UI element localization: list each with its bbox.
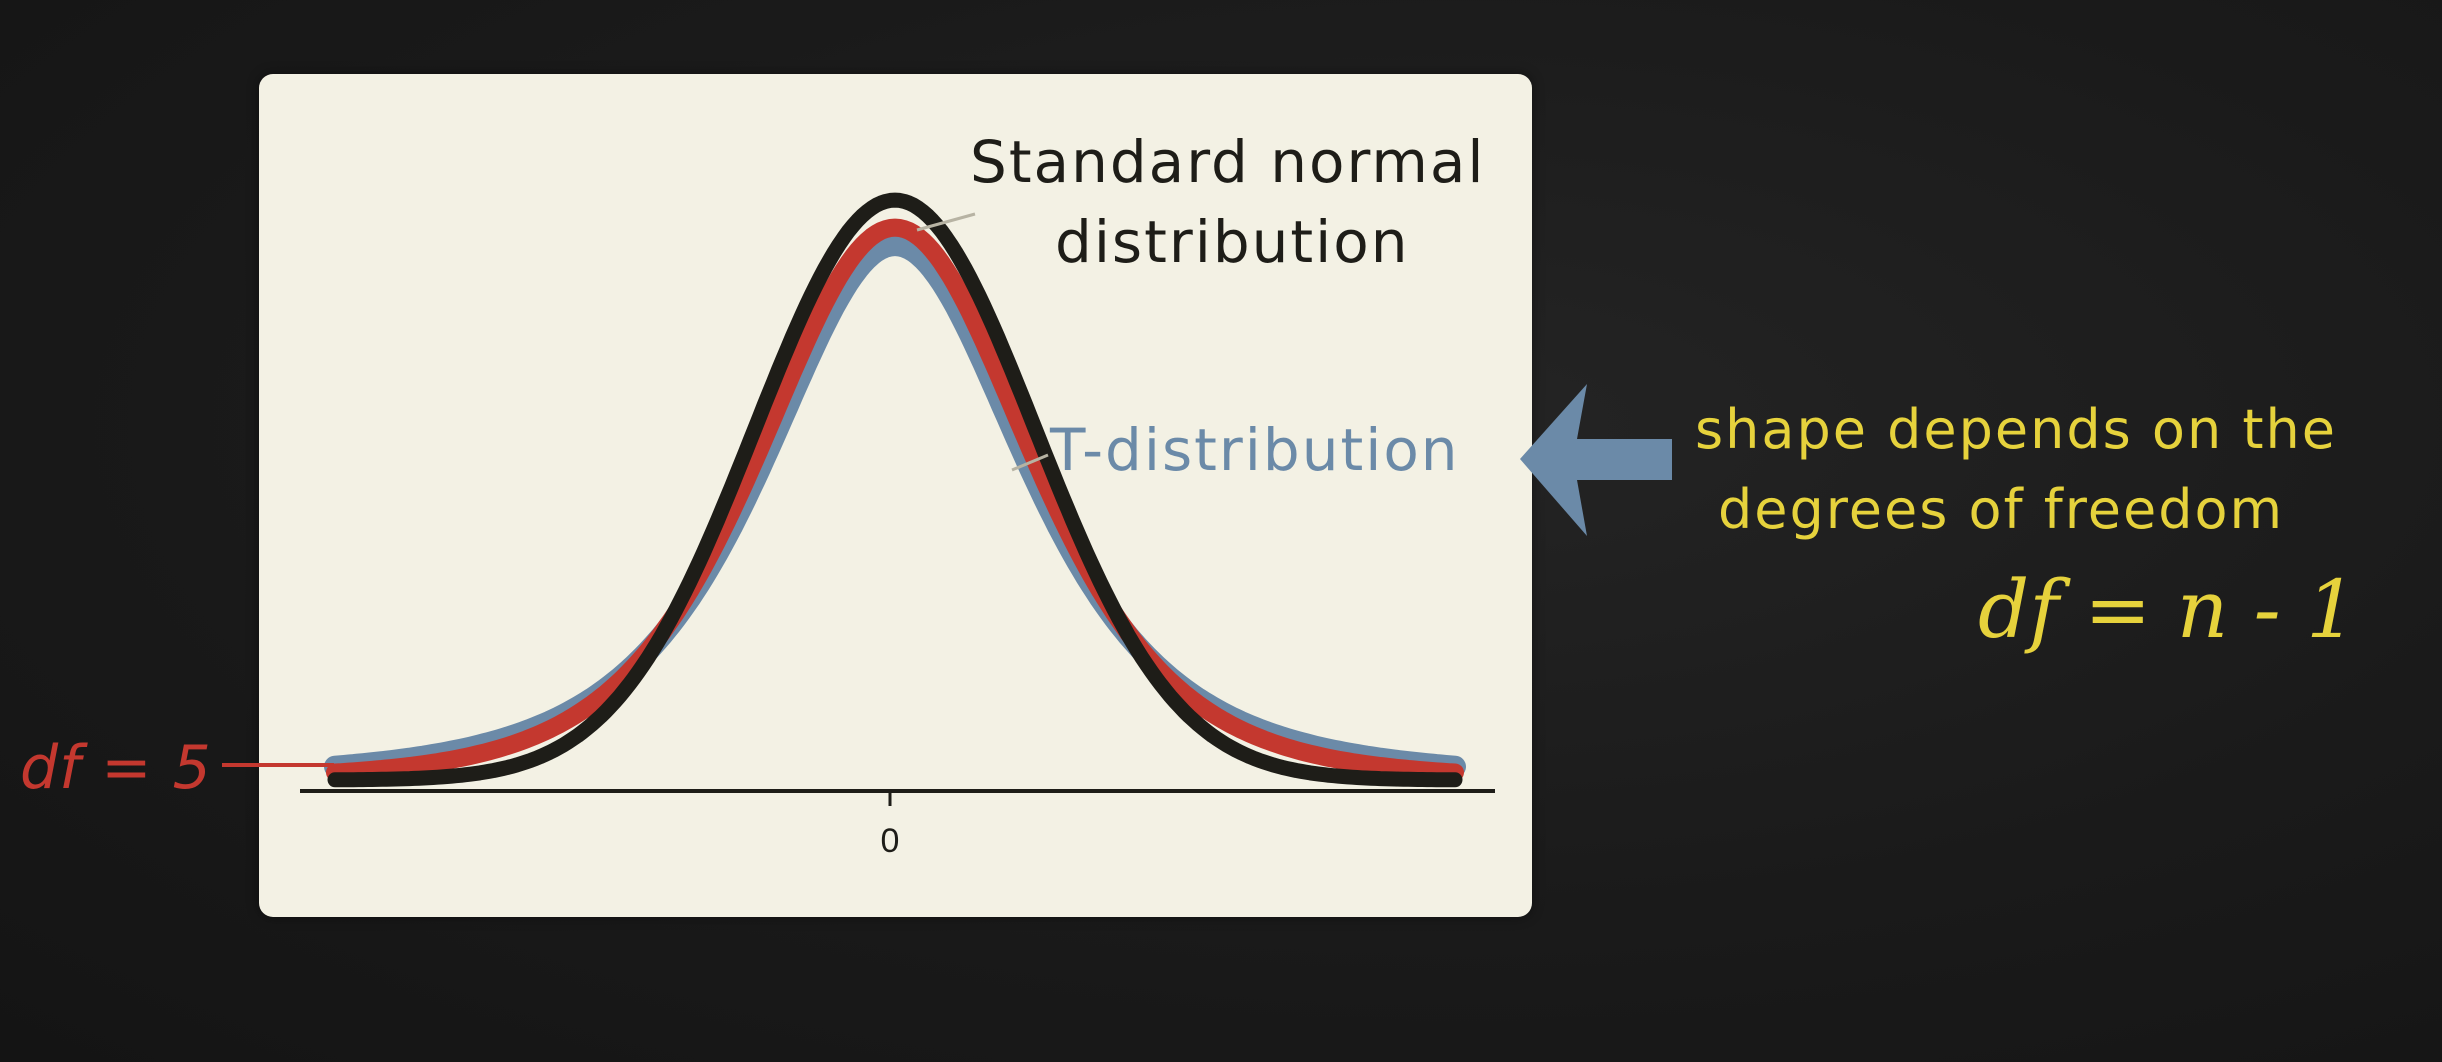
normal-label-leader bbox=[916, 212, 976, 232]
arrow-left-icon bbox=[1520, 384, 1672, 536]
note-line2: degrees of freedom bbox=[1718, 478, 2284, 541]
standard-normal-curve bbox=[327, 192, 1463, 788]
df-5-label: df = 5 bbox=[20, 733, 212, 803]
t-label-leader bbox=[1011, 453, 1049, 472]
x-tick-label-zero: 0 bbox=[881, 822, 900, 860]
df-formula: df = n - 1 bbox=[1978, 563, 2357, 656]
t-distribution-df5-curve bbox=[326, 218, 1464, 782]
note-line1: shape depends on the bbox=[1695, 398, 2337, 461]
standard-normal-label-line1: Standard normal bbox=[970, 128, 1486, 196]
standard-normal-label-line2: distribution bbox=[1055, 208, 1410, 276]
t-distribution-label: T-distribution bbox=[1049, 416, 1460, 484]
t-distribution-blue-curve bbox=[324, 234, 1466, 778]
